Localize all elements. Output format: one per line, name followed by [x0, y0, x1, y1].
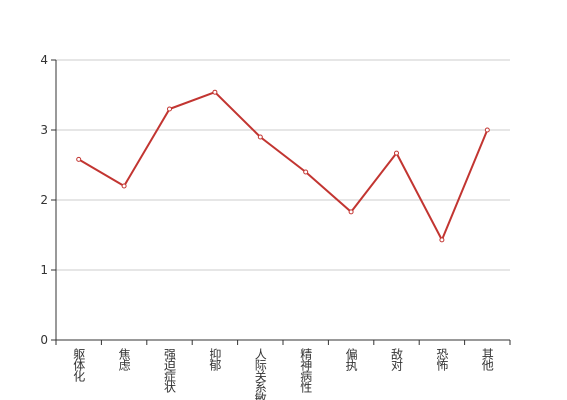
point [121, 183, 127, 189]
point [394, 150, 399, 156]
point [303, 169, 309, 175]
x-tick-label: 躯体化 [72, 347, 86, 383]
x-tick-label: 强迫症状 [163, 348, 177, 393]
point [76, 156, 82, 162]
line [78, 91, 489, 243]
point [484, 127, 490, 133]
x-tick-label: 恐怖 [435, 348, 449, 371]
point [167, 106, 172, 112]
x-tick-label: 偏执 [344, 347, 358, 372]
point [257, 134, 263, 140]
point [348, 209, 354, 215]
x-tick-label: 敌对 [390, 347, 404, 371]
y-tick-label: 2 [40, 193, 48, 207]
point [439, 237, 445, 243]
y-tick-label: 0 [40, 333, 48, 347]
x-tick-label: 其他 [480, 348, 494, 371]
y-tick-label: 4 [40, 53, 48, 67]
x-tick-label: 精神病性 [299, 348, 313, 394]
y-tick-label: 3 [40, 123, 48, 137]
x-tick-label: 抑郁 [208, 347, 222, 372]
x-tick-label: 人际关系敏感 [253, 348, 267, 400]
y-tick-label: 1 [40, 263, 48, 277]
x-tick-label: 焦虑 [117, 348, 131, 371]
point [212, 89, 218, 95]
